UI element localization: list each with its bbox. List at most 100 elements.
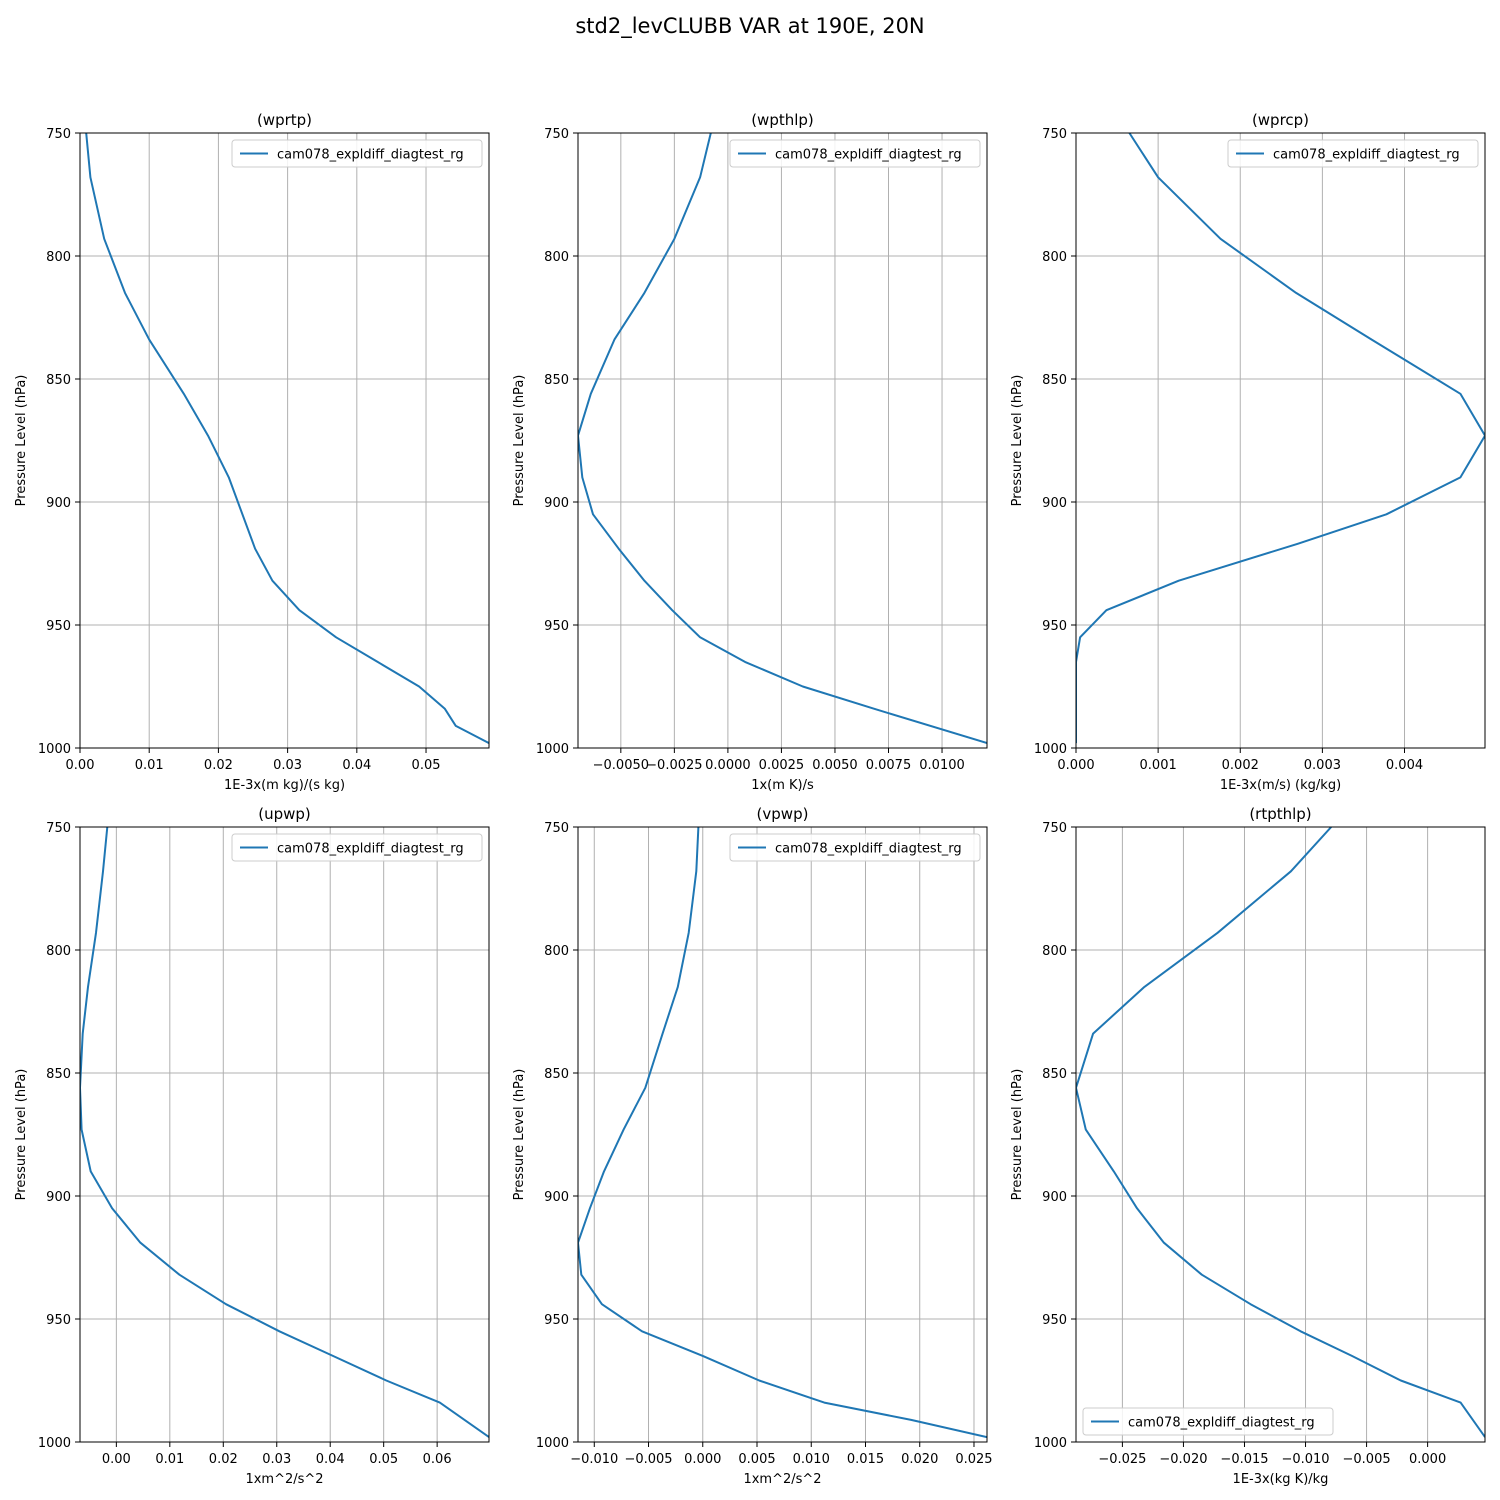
x-axis-label: 1xm^2/s^2 — [245, 1472, 323, 1487]
series-line — [85, 133, 489, 744]
x-axis-label: 1E-3x(m/s) (kg/kg) — [1220, 778, 1341, 793]
legend-box — [1082, 1407, 1334, 1436]
x-tick-label: 0.002 — [1222, 758, 1259, 773]
x-tick-label: 0.000 — [1057, 758, 1094, 773]
x-tick-label: 0.02 — [209, 1452, 238, 1467]
x-tick-label: 0.0025 — [759, 758, 805, 773]
legend-box — [729, 139, 981, 168]
x-tick-label: 0.004 — [1386, 758, 1423, 773]
x-tick-label: 0.005 — [738, 1452, 775, 1467]
subplot-title: (wprtp) — [257, 111, 312, 129]
x-tick-label: 0.025 — [955, 1452, 992, 1467]
subplot-title: (wprcp) — [1252, 111, 1309, 129]
legend: cam078_expldiff_diagtest_rg — [231, 833, 483, 862]
legend: cam078_expldiff_diagtest_rg — [231, 139, 483, 168]
x-tick-label: 0.03 — [273, 758, 302, 773]
y-tick-label: 750 — [544, 127, 569, 142]
x-tick-label: 0.00 — [66, 758, 95, 773]
x-tick-label: 0.015 — [847, 1452, 884, 1467]
legend-label: cam078_expldiff_diagtest_rg — [1128, 1416, 1315, 1431]
y-tick-label: 1000 — [38, 742, 71, 757]
y-axis-label: Pressure Level (hPa) — [14, 1069, 29, 1201]
x-axis-label: 1x(m K)/s — [751, 778, 814, 793]
x-tick-label: 0.04 — [342, 758, 371, 773]
series-line — [1076, 133, 1485, 744]
legend-label: cam078_expldiff_diagtest_rg — [277, 148, 464, 163]
series-line — [80, 827, 489, 1438]
x-tick-label: 0.05 — [412, 758, 441, 773]
legend-label: cam078_expldiff_diagtest_rg — [775, 842, 962, 857]
subplot-4: −0.010 −0.005 0.000 0.005 0.010 0.015 0.020 0.0… — [512, 805, 993, 1487]
x-tick-label: 0.000 — [1409, 1452, 1446, 1467]
x-tick-label: −0.0025 — [646, 758, 702, 773]
x-tick-label: 0.03 — [262, 1452, 291, 1467]
y-tick-label: 900 — [544, 1190, 569, 1205]
x-tick-label: 0.0100 — [919, 758, 965, 773]
series-line — [578, 827, 987, 1439]
legend-box — [231, 833, 483, 862]
x-tick-label: −0.010 — [1281, 1452, 1329, 1467]
axes-frame — [1075, 132, 1486, 749]
x-tick-label: −0.025 — [1098, 1452, 1146, 1467]
x-tick-label: 0.04 — [316, 1452, 345, 1467]
y-tick-label: 750 — [1042, 127, 1067, 142]
x-tick-label: 0.0075 — [866, 758, 912, 773]
subplot-title: (upwp) — [258, 805, 311, 823]
legend: cam078_expldiff_diagtest_rg — [1082, 1407, 1334, 1436]
x-tick-label: −0.005 — [1343, 1452, 1391, 1467]
y-tick-label: 900 — [46, 496, 71, 511]
figure-title: std2_levCLUBB VAR at 190E, 20N — [575, 14, 925, 38]
y-tick-label: 850 — [46, 373, 71, 388]
y-tick-label: 850 — [46, 1067, 71, 1082]
x-axis-label: 1xm^2/s^2 — [743, 1472, 821, 1487]
y-tick-label: 1000 — [536, 1436, 569, 1451]
x-tick-label: 0.00 — [102, 1452, 131, 1467]
x-tick-label: −0.010 — [570, 1452, 618, 1467]
legend-label: cam078_expldiff_diagtest_rg — [775, 148, 962, 163]
x-tick-label: 0.003 — [1304, 758, 1341, 773]
legend-label: cam078_expldiff_diagtest_rg — [1273, 148, 1460, 163]
y-tick-label: 950 — [46, 1313, 71, 1328]
y-axis-label: Pressure Level (hPa) — [512, 1069, 527, 1201]
y-tick-label: 800 — [544, 250, 569, 265]
subplot-2: 0.000 0.001 0.002 0.003 0.004 750 800 850 900 950… — [1010, 111, 1486, 793]
x-tick-label: −0.005 — [624, 1452, 672, 1467]
y-tick-label: 800 — [1042, 944, 1067, 959]
legend: cam078_expldiff_diagtest_rg — [729, 139, 981, 168]
subplot-3: 0.00 0.01 0.02 0.03 0.04 0.05 0.06 750 800 850 900… — [14, 805, 490, 1487]
x-tick-label: 0.000 — [684, 1452, 721, 1467]
y-tick-label: 750 — [544, 821, 569, 836]
y-tick-label: 800 — [46, 944, 71, 959]
y-tick-label: 800 — [46, 250, 71, 265]
y-tick-label: 950 — [46, 619, 71, 634]
y-tick-label: 850 — [544, 373, 569, 388]
legend-label: cam078_expldiff_diagtest_rg — [277, 842, 464, 857]
y-tick-label: 850 — [544, 1067, 569, 1082]
x-tick-label: −0.015 — [1220, 1452, 1268, 1467]
y-tick-label: 750 — [1042, 821, 1067, 836]
series-line — [1076, 827, 1485, 1438]
y-tick-label: 750 — [46, 821, 71, 836]
y-tick-label: 950 — [544, 619, 569, 634]
axes-frame — [79, 132, 490, 749]
subplot-1: −0.0050−0.0025 0.0000 0.0025 0.0050 0.0075 0.… — [512, 111, 988, 793]
y-tick-label: 850 — [1042, 1067, 1067, 1082]
y-tick-label: 950 — [1042, 619, 1067, 634]
y-tick-label: 750 — [46, 127, 71, 142]
subplot-5: −0.025 −0.020 −0.015 −0.010 −0.005 0.000 750 80… — [1010, 805, 1486, 1487]
y-tick-label: 1000 — [536, 742, 569, 757]
x-tick-label: 0.020 — [901, 1452, 938, 1467]
x-tick-label: 0.02 — [204, 758, 233, 773]
axes-frame — [577, 826, 988, 1443]
y-tick-label: 800 — [1042, 250, 1067, 265]
subplot-0: 0.00 0.01 0.02 0.03 0.04 0.05 750 800 850 900 950 1… — [14, 111, 490, 793]
subplot-title: (rtpthlp) — [1249, 805, 1311, 823]
series-line — [578, 133, 987, 745]
y-axis-label: Pressure Level (hPa) — [14, 375, 29, 507]
subplot-title: (wpthlp) — [751, 111, 814, 129]
x-tick-label: 0.01 — [135, 758, 164, 773]
x-tick-label: 0.0050 — [812, 758, 858, 773]
legend-box — [1227, 139, 1479, 168]
y-tick-label: 850 — [1042, 373, 1067, 388]
